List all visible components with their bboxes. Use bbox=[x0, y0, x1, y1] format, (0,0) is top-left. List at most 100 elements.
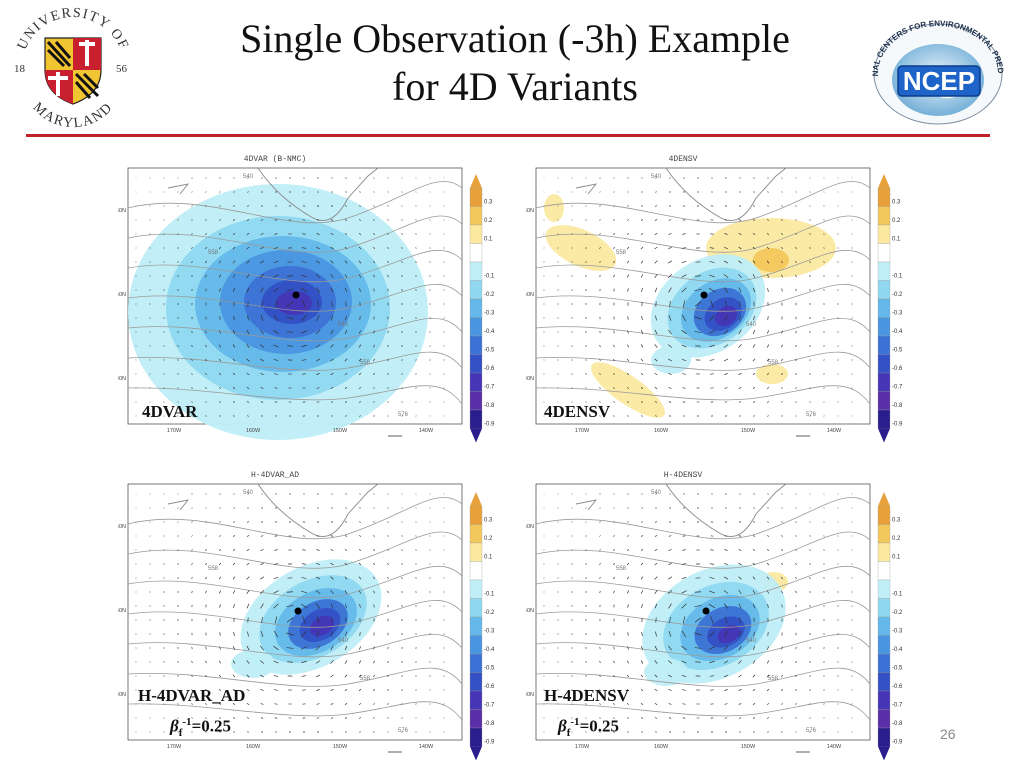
wind-vector bbox=[640, 372, 644, 376]
wind-vector bbox=[681, 603, 687, 609]
height-contour bbox=[127, 600, 463, 628]
positive-increment-region bbox=[545, 225, 617, 271]
wind-vector bbox=[613, 288, 615, 292]
wind-vector bbox=[205, 562, 207, 566]
wind-vector bbox=[655, 415, 657, 417]
wind-vector bbox=[723, 358, 729, 362]
wind-vector bbox=[358, 358, 362, 362]
wind-vector bbox=[738, 358, 742, 362]
wind-vector bbox=[177, 177, 179, 179]
wind-vector bbox=[387, 358, 389, 362]
wind-vector bbox=[795, 358, 797, 362]
wind-vector bbox=[571, 717, 573, 719]
wind-vector bbox=[738, 415, 742, 417]
wind-vector bbox=[627, 731, 629, 733]
wind-vector bbox=[373, 521, 375, 523]
wind-vector bbox=[599, 358, 601, 362]
wind-vector bbox=[429, 219, 431, 221]
wind-vector bbox=[316, 717, 320, 719]
wind-vector bbox=[373, 576, 375, 580]
wind-vector bbox=[259, 260, 265, 264]
latitude-tick-label: 40N bbox=[526, 692, 534, 698]
wind-vector bbox=[613, 576, 615, 580]
positive-increment-region bbox=[756, 364, 788, 384]
wind-vector bbox=[724, 535, 728, 537]
wind-vector bbox=[387, 717, 389, 719]
height-contour bbox=[535, 215, 871, 253]
wind-vector bbox=[246, 387, 250, 389]
wind-vector bbox=[373, 507, 375, 509]
wind-vector bbox=[641, 493, 643, 495]
contour-label: 540 bbox=[338, 322, 349, 328]
latitude-tick-label: 50N bbox=[526, 608, 534, 614]
wind-vector bbox=[401, 261, 403, 263]
wind-vector bbox=[682, 535, 686, 537]
colorbar-tick-label: -0.4 bbox=[892, 647, 903, 653]
wind-vector bbox=[723, 274, 729, 278]
colorbar-top-arrow bbox=[878, 174, 890, 188]
wind-vector bbox=[359, 177, 361, 179]
wind-vector bbox=[655, 191, 657, 193]
colorbar-segment bbox=[469, 354, 483, 374]
wind-vector bbox=[613, 549, 615, 551]
colorbar-tick-label: -0.1 bbox=[484, 274, 495, 280]
wind-vector bbox=[823, 535, 825, 537]
wind-vector bbox=[767, 330, 769, 334]
wind-vector bbox=[387, 415, 389, 417]
wind-vector bbox=[205, 233, 207, 235]
wind-vector bbox=[781, 688, 783, 692]
wind-vector bbox=[191, 703, 193, 705]
wind-vector bbox=[809, 521, 811, 523]
wind-vector bbox=[626, 372, 630, 376]
colorbar-tick-label: -0.8 bbox=[892, 721, 903, 727]
wind-vector bbox=[219, 219, 221, 221]
wind-vector bbox=[273, 287, 279, 293]
wind-vector bbox=[163, 373, 165, 375]
colorbar-segment bbox=[469, 206, 483, 226]
wind-vector bbox=[232, 401, 236, 403]
wind-vector bbox=[627, 415, 629, 417]
wind-vector bbox=[344, 344, 348, 348]
wind-vector bbox=[344, 387, 348, 389]
wind-vector bbox=[669, 300, 671, 308]
wind-vector bbox=[571, 563, 573, 565]
wind-vector bbox=[641, 315, 643, 321]
colorbar-segment bbox=[877, 335, 891, 355]
wind-vector bbox=[177, 493, 179, 495]
wind-vector bbox=[415, 521, 417, 523]
wind-vector bbox=[387, 646, 389, 650]
wind-vector bbox=[681, 274, 687, 278]
wind-vector bbox=[654, 590, 658, 594]
wind-vector bbox=[571, 191, 573, 193]
wind-vector bbox=[246, 232, 250, 236]
wind-vector bbox=[640, 660, 644, 664]
wind-vector bbox=[640, 535, 644, 537]
wind-vector bbox=[599, 415, 601, 417]
wind-vector bbox=[191, 233, 193, 235]
wind-vector bbox=[724, 521, 728, 523]
wind-vector bbox=[724, 401, 728, 403]
wind-vector bbox=[709, 563, 715, 565]
wind-vector bbox=[358, 387, 362, 389]
wind-vector bbox=[345, 415, 347, 417]
wind-vector bbox=[316, 246, 320, 250]
colorbar-tick-label: -0.3 bbox=[484, 629, 495, 635]
wind-vector bbox=[344, 535, 348, 537]
wind-vector bbox=[259, 344, 265, 348]
wind-vector bbox=[315, 645, 321, 651]
wind-vector bbox=[191, 219, 193, 221]
wind-vector bbox=[781, 401, 783, 403]
wind-vector bbox=[599, 205, 601, 207]
wind-vector bbox=[752, 260, 756, 264]
wind-vector bbox=[177, 233, 179, 235]
wind-vector bbox=[752, 232, 756, 236]
contour-label: 558 bbox=[616, 250, 627, 256]
colorbar-tick-label: 0.1 bbox=[484, 237, 493, 243]
wind-vector bbox=[668, 205, 672, 207]
wind-vector bbox=[752, 576, 756, 580]
wind-vector bbox=[795, 233, 797, 235]
wind-vector bbox=[315, 576, 321, 580]
map-plot: H-4DENSV 540 540 558 558 576 60N 50N 40N 170W 160W… bbox=[526, 471, 871, 753]
wind-vector bbox=[682, 387, 686, 389]
colorbar-tick-label: -0.1 bbox=[892, 592, 903, 598]
